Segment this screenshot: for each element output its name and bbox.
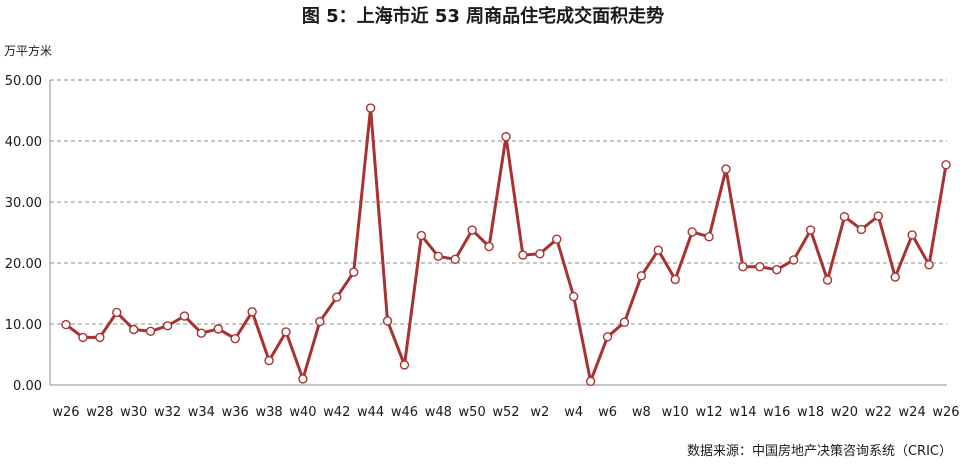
data-point (501, 132, 511, 142)
x-tick-label: w4 (564, 405, 583, 420)
data-point (619, 317, 630, 327)
x-tick-label: w16 (763, 405, 790, 420)
data-point (839, 211, 850, 222)
x-axis-ticks: w26 w28 w30 w32 w34 w36 w38 w40 w42 w44 w46 w48 w50 w… (52, 405, 959, 420)
data-point (518, 250, 528, 260)
y-tick-label: 10.00 (5, 318, 42, 333)
data-point (568, 291, 579, 302)
data-point (907, 230, 917, 240)
data-point (382, 316, 393, 326)
data-point (348, 267, 359, 277)
data-point (552, 234, 562, 244)
data-point (467, 225, 477, 235)
data-point (213, 324, 224, 334)
data-point (179, 311, 190, 321)
x-tick-label: w50 (459, 405, 486, 420)
data-point (61, 319, 71, 330)
chart-title: 图 5：上海市近 53 周商品住宅成交面积走势 (302, 5, 664, 27)
x-tick-label: w46 (391, 405, 418, 420)
data-point (924, 260, 934, 270)
data-point (416, 230, 427, 241)
data-point (78, 332, 88, 343)
x-tick-label: w44 (357, 405, 384, 420)
data-point (873, 211, 884, 221)
data-point (822, 275, 833, 285)
data-point (128, 324, 139, 335)
data-point (264, 355, 274, 366)
data-point (535, 249, 545, 259)
x-tick-label: w26 (932, 405, 959, 420)
data-point (788, 255, 799, 265)
data-point (450, 254, 460, 265)
data-point (670, 274, 680, 285)
x-tick-label: w20 (831, 405, 858, 420)
data-point (196, 328, 207, 338)
x-tick-label: w28 (86, 405, 113, 420)
x-tick-label: w26 (52, 405, 79, 420)
series-group (61, 103, 951, 387)
data-point (484, 241, 494, 252)
data-point (247, 307, 257, 317)
x-tick-label: w10 (662, 405, 689, 420)
x-tick-label: w8 (632, 405, 651, 420)
data-point (230, 333, 240, 344)
data-point (281, 327, 291, 337)
y-tick-label: 50.00 (5, 74, 42, 89)
x-tick-label: w6 (598, 405, 617, 420)
source-note: 数据来源：中国房地产决策咨询系统（CRIC） (687, 443, 952, 459)
data-point (772, 265, 782, 275)
data-point (95, 332, 105, 343)
x-tick-label: w24 (899, 405, 926, 420)
data-point (653, 245, 664, 255)
data-point (721, 164, 731, 174)
x-tick-label: w2 (530, 405, 549, 420)
x-tick-label: w52 (492, 405, 519, 420)
data-point (315, 316, 325, 327)
data-point (602, 332, 613, 342)
data-point (365, 103, 376, 113)
data-point (112, 307, 122, 318)
y-tick-label: 20.00 (5, 257, 42, 272)
data-point (941, 160, 951, 170)
y-tick-label: 40.00 (5, 135, 42, 150)
x-tick-label: w22 (865, 405, 892, 420)
x-tick-label: w36 (222, 405, 249, 420)
data-point (145, 326, 156, 337)
y-axis-ticks: 0.00 10.00 20.00 30.00 40.00 50.00 (5, 74, 42, 394)
x-tick-label: w40 (289, 405, 316, 420)
x-tick-label: w38 (255, 405, 282, 420)
x-tick-label: w34 (188, 405, 215, 420)
data-point (755, 261, 765, 272)
x-tick-label: w18 (797, 405, 824, 420)
data-point (704, 232, 714, 242)
y-axis-unit-label: 万平方米 (4, 43, 52, 58)
x-tick-label: w42 (323, 405, 350, 420)
data-point (433, 251, 444, 261)
data-point (636, 271, 647, 281)
x-tick-label: w14 (729, 405, 756, 420)
data-point (399, 360, 410, 370)
x-tick-label: w48 (425, 405, 452, 420)
data-point (805, 225, 816, 235)
data-point (856, 224, 867, 235)
gridlines (50, 79, 947, 325)
data-point (332, 292, 342, 302)
axes (49, 80, 947, 386)
y-tick-label: 30.00 (5, 196, 42, 211)
data-point (298, 374, 308, 384)
x-tick-label: w32 (154, 405, 181, 420)
data-point (162, 321, 173, 331)
x-tick-label: w12 (695, 405, 722, 420)
data-point (738, 261, 748, 272)
series-line (65, 106, 948, 383)
data-point (687, 227, 697, 237)
x-tick-label: w30 (120, 405, 147, 420)
y-tick-label: 0.00 (13, 379, 42, 394)
data-point (585, 376, 596, 387)
data-point (890, 272, 900, 282)
